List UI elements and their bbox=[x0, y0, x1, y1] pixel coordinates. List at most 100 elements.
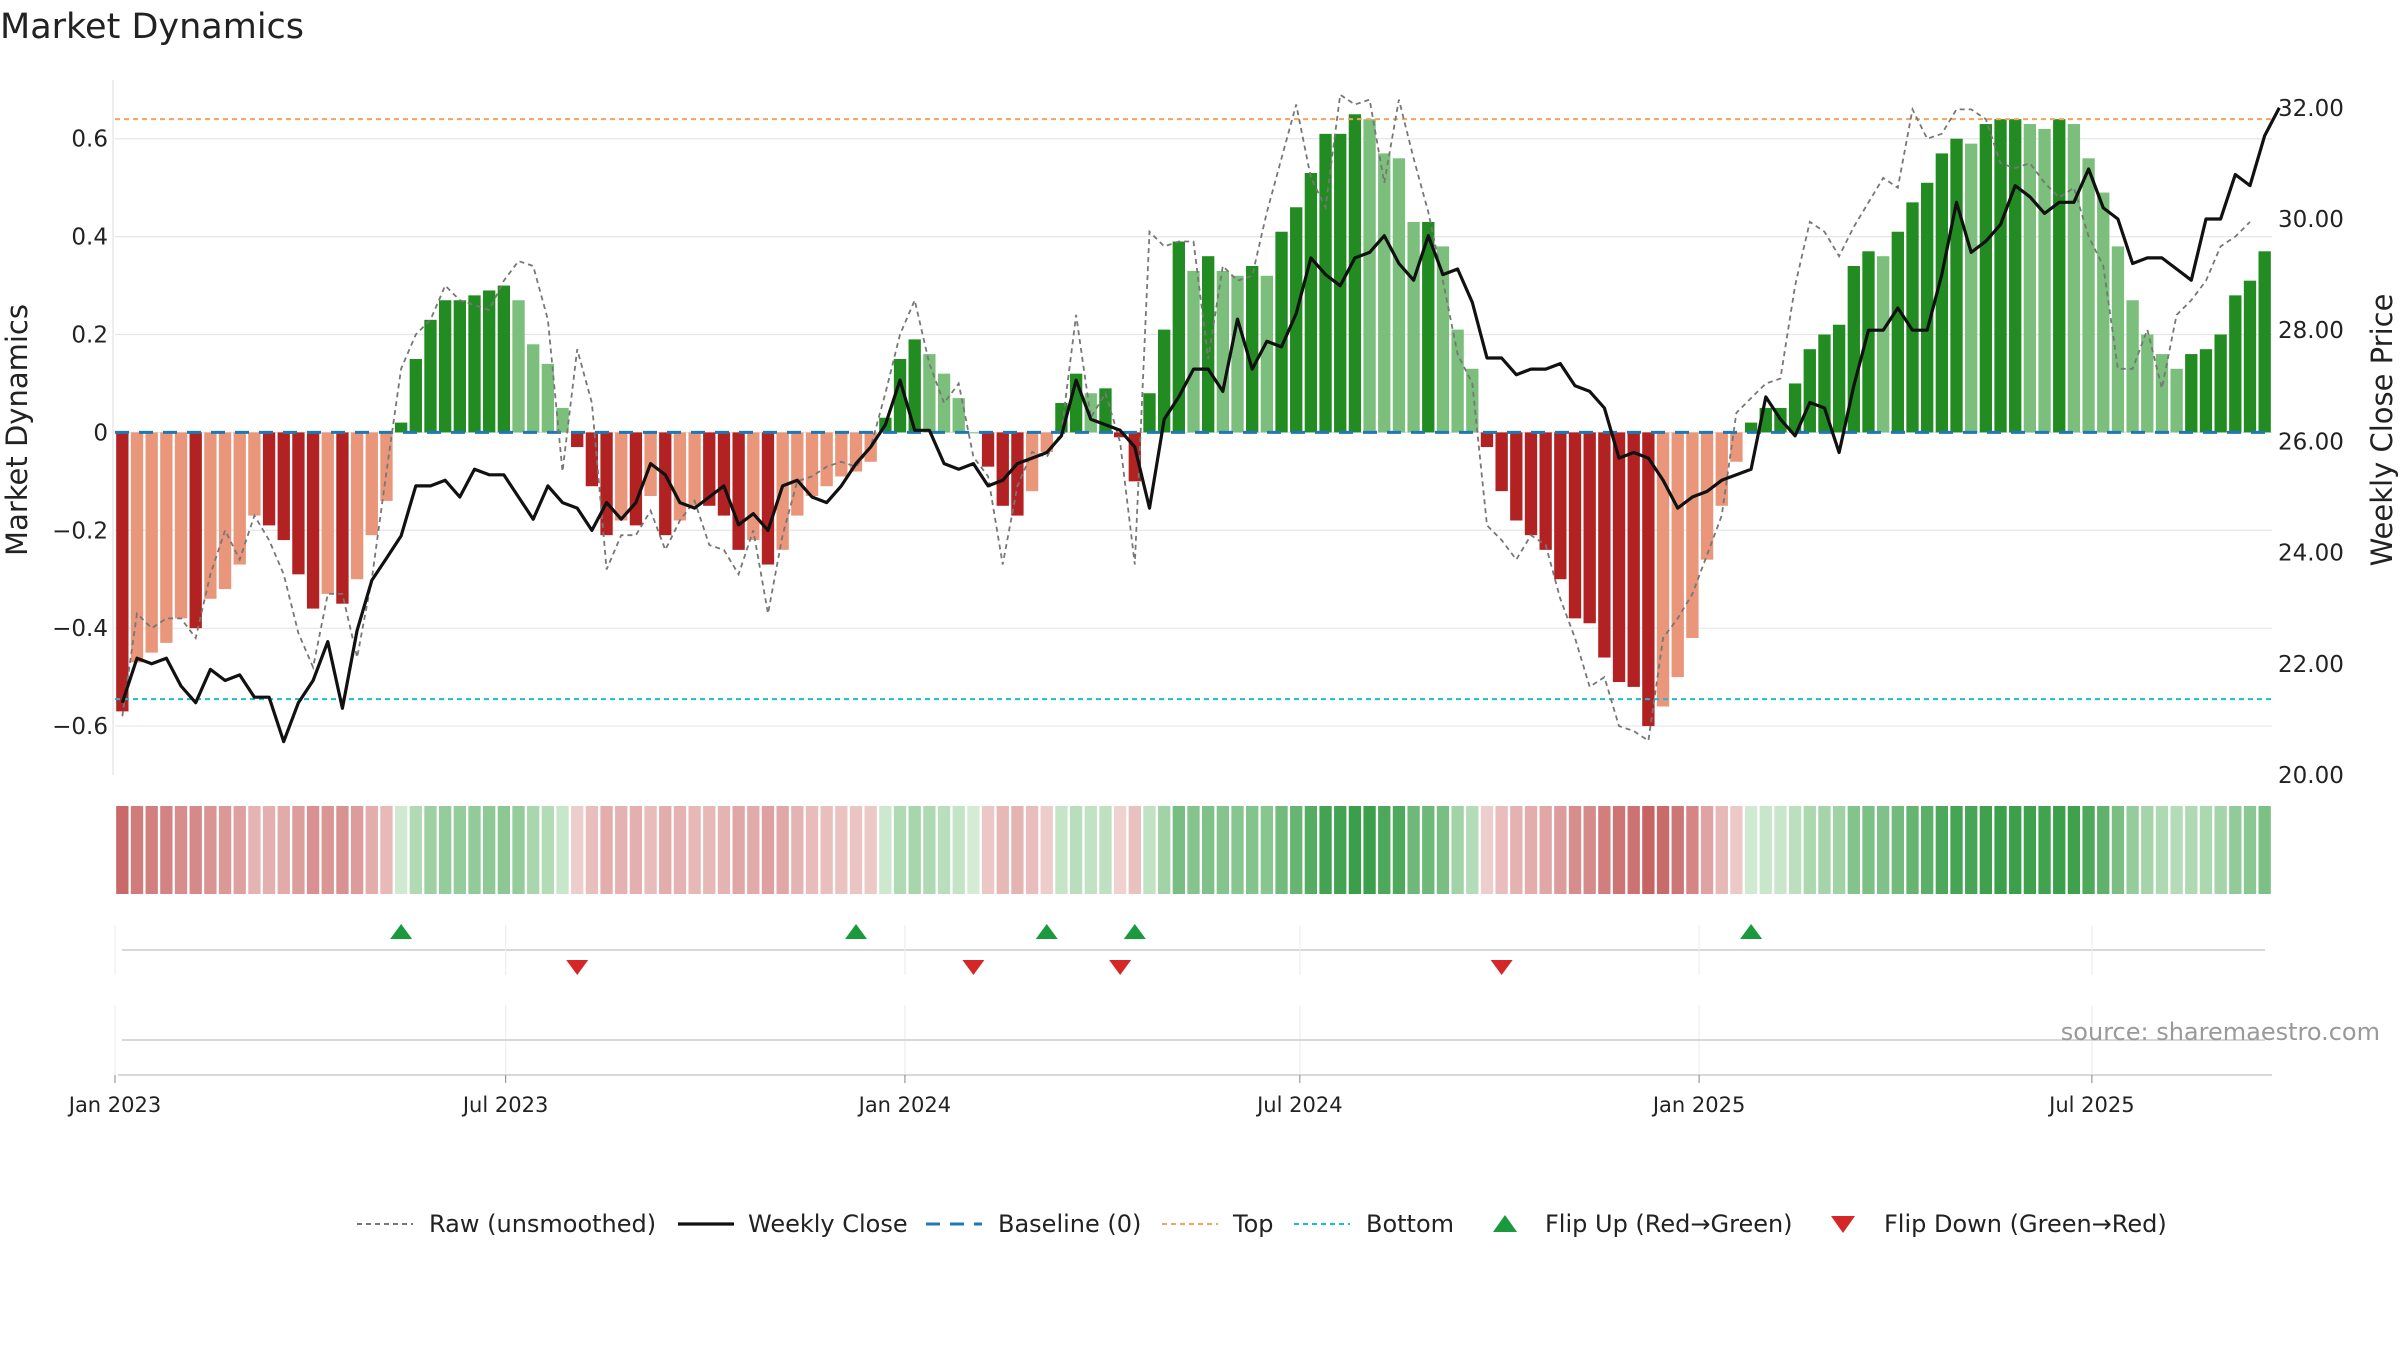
y-tick-right: 20.00 bbox=[2278, 763, 2344, 789]
momentum-bar bbox=[908, 339, 921, 433]
empty-bottom-panel bbox=[114, 1005, 2265, 1075]
heat-cell bbox=[1583, 806, 1596, 894]
momentum-bar bbox=[248, 432, 261, 516]
momentum-bar bbox=[717, 432, 731, 516]
momentum-bar bbox=[2126, 300, 2139, 433]
momentum-bar bbox=[835, 432, 848, 477]
momentum-bar bbox=[1290, 207, 1303, 433]
heat-cell bbox=[2038, 806, 2051, 894]
flip-down-marker bbox=[962, 960, 985, 975]
momentum-bar bbox=[2199, 349, 2213, 433]
heat-cell bbox=[1598, 806, 1611, 894]
heat-cell bbox=[1539, 806, 1552, 894]
heat-cell bbox=[805, 806, 819, 894]
y-axis-label-left: Market Dynamics bbox=[0, 304, 34, 556]
momentum-bar bbox=[1788, 383, 1802, 433]
flip-up-marker bbox=[1740, 924, 1763, 939]
momentum-bar bbox=[1304, 172, 1318, 433]
y-tick-right: 26.00 bbox=[2278, 429, 2344, 455]
momentum-bar bbox=[189, 432, 202, 629]
heat-cell bbox=[1055, 806, 1068, 894]
momentum-bar bbox=[409, 358, 422, 433]
heat-cell bbox=[306, 806, 320, 894]
y-tick-left: 0.2 bbox=[71, 323, 108, 349]
heat-cell bbox=[2185, 806, 2198, 894]
momentum-bar bbox=[277, 432, 290, 541]
heat-cell bbox=[1847, 806, 1860, 894]
heat-cell bbox=[497, 806, 511, 894]
heat-cell bbox=[233, 806, 246, 894]
chart-title: Market Dynamics bbox=[0, 7, 304, 47]
heat-cell bbox=[1524, 806, 1538, 894]
heat-cell bbox=[952, 806, 965, 894]
series-lines bbox=[120, 93, 2281, 744]
momentum-bar bbox=[1378, 153, 1391, 433]
x-tick-label: Jan 2023 bbox=[67, 1093, 162, 1117]
heat-cell bbox=[1862, 806, 1875, 894]
momentum-bar bbox=[1510, 432, 1523, 521]
momentum-heat-strip bbox=[116, 806, 2271, 894]
momentum-bar bbox=[1686, 432, 1699, 638]
y-axis-label-right: Weekly Close Price bbox=[2365, 294, 2399, 567]
momentum-bar bbox=[615, 432, 628, 521]
flip-up-marker bbox=[1123, 924, 1146, 939]
momentum-bar bbox=[1598, 432, 1611, 658]
momentum-bar bbox=[483, 290, 496, 433]
heat-cell bbox=[747, 806, 760, 894]
y-tick-left: −0.2 bbox=[52, 518, 108, 544]
momentum-bar bbox=[1627, 432, 1640, 687]
heat-cell bbox=[835, 806, 848, 894]
heat-cell bbox=[204, 806, 217, 894]
heat-cell bbox=[350, 806, 364, 894]
momentum-bar bbox=[1847, 265, 1860, 433]
heat-cell bbox=[703, 806, 716, 894]
heat-cell bbox=[2258, 806, 2271, 894]
heat-cell bbox=[1128, 806, 1141, 894]
y-tick-left: 0 bbox=[93, 420, 108, 446]
heat-cell bbox=[673, 806, 687, 894]
momentum-bar bbox=[1715, 432, 1728, 506]
heat-cell bbox=[1935, 806, 1949, 894]
heat-cell bbox=[1818, 806, 1831, 894]
momentum-bar bbox=[600, 432, 613, 536]
momentum-bar bbox=[629, 432, 643, 526]
momentum-bar bbox=[1422, 221, 1435, 433]
raw-unsmoothed-line bbox=[121, 93, 2251, 743]
heat-cell bbox=[615, 806, 628, 894]
heat-cell bbox=[277, 806, 290, 894]
heat-cell bbox=[1656, 806, 1670, 894]
heat-cell bbox=[1290, 806, 1303, 894]
heat-cell bbox=[1084, 806, 1097, 894]
momentum-bar bbox=[1744, 422, 1758, 433]
heat-cell bbox=[1642, 806, 1655, 894]
heat-cell bbox=[761, 806, 775, 894]
momentum-bar bbox=[233, 432, 246, 565]
legend-bottom-label: Bottom bbox=[1366, 1210, 1454, 1238]
momentum-bar bbox=[262, 432, 276, 526]
momentum-bar bbox=[160, 432, 173, 643]
heat-cell bbox=[1025, 806, 1039, 894]
heat-cell bbox=[2214, 806, 2227, 894]
momentum-bar bbox=[703, 432, 716, 506]
momentum-bar bbox=[1612, 432, 1626, 683]
momentum-bar bbox=[306, 432, 320, 609]
momentum-bar bbox=[1202, 256, 1215, 433]
momentum-bar bbox=[820, 432, 833, 487]
momentum-bar bbox=[145, 432, 158, 653]
momentum-bar bbox=[1187, 270, 1200, 433]
heat-cell bbox=[116, 806, 129, 894]
heat-cell bbox=[820, 806, 833, 894]
momentum-bar bbox=[1451, 329, 1464, 433]
momentum-bar bbox=[1862, 251, 1875, 433]
y-tick-left: 0.6 bbox=[71, 127, 108, 153]
legend: Raw (unsmoothed) Weekly Close Baseline (0)… bbox=[357, 1210, 2167, 1238]
heat-cell bbox=[453, 806, 466, 894]
heat-cell bbox=[1216, 806, 1230, 894]
y-tick-right: 28.00 bbox=[2278, 318, 2344, 344]
momentum-bar bbox=[981, 432, 995, 467]
momentum-bar bbox=[556, 407, 569, 433]
heat-cell bbox=[1965, 806, 1978, 894]
heat-cell bbox=[732, 806, 745, 894]
x-tick-label: Jul 2024 bbox=[1255, 1093, 1342, 1117]
